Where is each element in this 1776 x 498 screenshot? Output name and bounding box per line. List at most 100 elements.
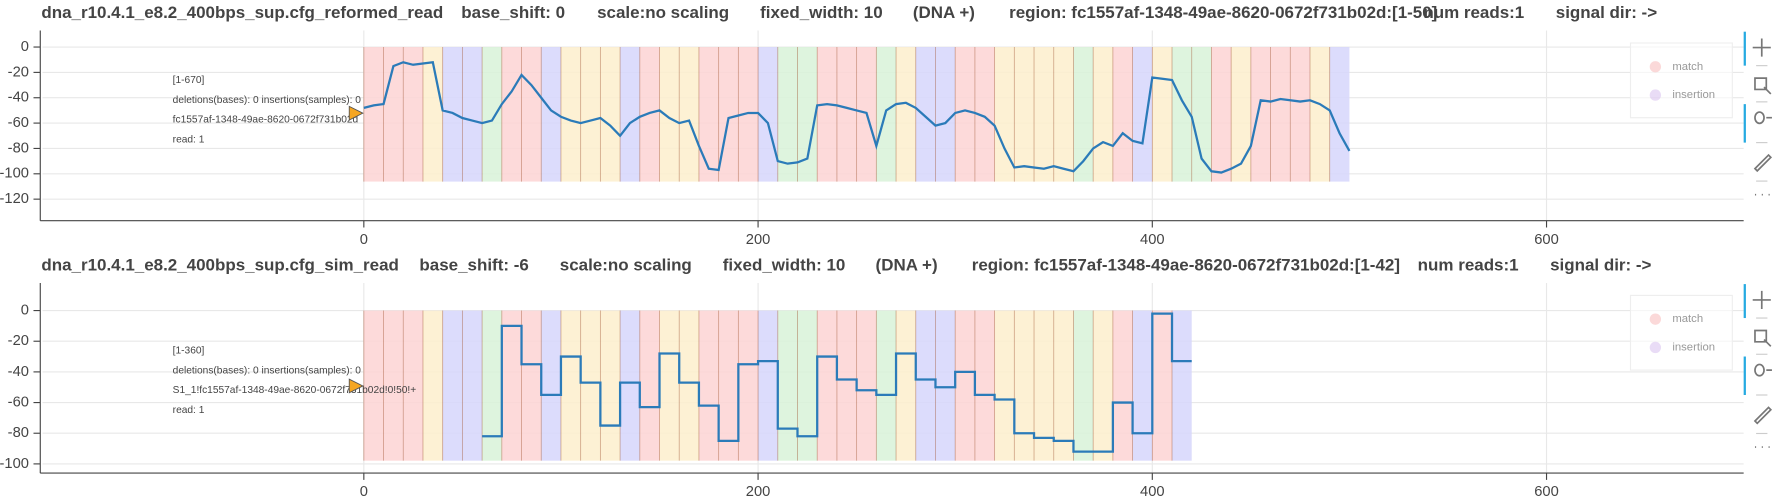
base-band	[1093, 47, 1113, 182]
base-band	[974, 310, 995, 461]
header-item: num reads:1	[1423, 3, 1524, 22]
base-band	[600, 310, 621, 461]
base-band	[1250, 47, 1271, 182]
header-item: base_shift: 0	[461, 3, 565, 22]
read-annotation: S1_1!fc1557af-1348-49ae-8620-0672f731b02…	[173, 385, 417, 396]
header-item: dna_r10.4.1_e8.2_400bps_sup.cfg_sim_read	[41, 255, 399, 274]
base-band	[659, 310, 680, 461]
base-band	[600, 47, 621, 182]
base-band	[738, 47, 759, 182]
lasso-tool[interactable]	[1753, 153, 1773, 173]
plot: dna_r10.4.1_e8.2_400bps_sup.cfg_sim_read…	[0, 255, 1773, 498]
base-band	[718, 47, 739, 182]
base-band	[403, 310, 423, 461]
pan-tool[interactable]	[1752, 290, 1771, 309]
pan-tool[interactable]	[1752, 38, 1771, 57]
box-zoom-tool[interactable]	[1754, 77, 1772, 95]
lasso-tool[interactable]	[1753, 406, 1773, 425]
base-band	[422, 47, 443, 182]
base-band	[1112, 310, 1133, 461]
base-band	[797, 47, 818, 182]
base-band	[1309, 47, 1330, 182]
base-band	[1211, 47, 1232, 182]
legend-label: insertion	[1672, 89, 1715, 101]
base-band	[403, 47, 423, 182]
base-band	[994, 310, 1015, 461]
base-band	[541, 310, 561, 461]
base-band	[679, 47, 699, 182]
base-band	[935, 310, 956, 461]
base-band	[817, 310, 837, 461]
header-item: scale:no scaling	[597, 3, 729, 22]
wheel-zoom-tool[interactable]	[1754, 111, 1772, 125]
read-annotation: deletions(bases): 0 insertions(samples):…	[173, 95, 362, 106]
base-band	[935, 47, 956, 182]
read-annotation: deletions(bases): 0 insertions(samples):…	[173, 365, 362, 376]
header-item: base_shift: -6	[419, 255, 528, 274]
read-annotation: [1-670]	[173, 75, 205, 86]
base-band	[856, 310, 877, 461]
base-band	[1191, 47, 1212, 182]
base-band	[462, 47, 483, 182]
base-band	[915, 310, 936, 461]
y-tick-label: 0	[21, 39, 29, 55]
y-tick-label: -20	[8, 64, 29, 80]
base-band	[915, 47, 936, 182]
base-band	[758, 310, 778, 461]
box-zoom-tool[interactable]	[1754, 329, 1772, 347]
y-tick-label: 0	[21, 302, 29, 318]
read-marker	[348, 105, 364, 121]
base-band	[1053, 47, 1074, 182]
wheel-zoom-tool[interactable]	[1754, 363, 1772, 377]
base-band	[1073, 47, 1094, 182]
base-band	[1329, 47, 1350, 182]
legend-box	[1629, 294, 1733, 371]
base-band	[639, 310, 660, 461]
base-band	[620, 47, 640, 182]
base-band	[876, 310, 897, 461]
base-band	[1093, 310, 1113, 461]
header-item: fixed_width: 10	[723, 255, 846, 274]
header-item: num reads:1	[1418, 255, 1519, 274]
base-band	[777, 47, 798, 182]
base-band	[482, 310, 502, 461]
signal-line	[482, 312, 1192, 453]
base-band	[698, 47, 719, 182]
base-band	[1172, 47, 1192, 182]
legend-label: insertion	[1672, 341, 1715, 353]
header-item: region: fc1557af-1348-49ae-8620-0672f731…	[1009, 3, 1437, 22]
base-band	[442, 47, 463, 182]
base-band	[1152, 47, 1173, 182]
base-band	[620, 310, 640, 461]
base-band	[521, 310, 542, 461]
base-band	[560, 310, 581, 461]
base-band	[817, 47, 837, 182]
legend-swatch	[1649, 313, 1662, 325]
y-tick-label: -40	[8, 364, 29, 380]
signal-line	[363, 60, 1351, 174]
read-marker	[348, 378, 364, 394]
plot: dna_r10.4.1_e8.2_400bps_sup.cfg_reformed…	[0, 3, 1773, 248]
base-band	[758, 47, 778, 182]
header-item: region: fc1557af-1348-49ae-8620-0672f731…	[972, 255, 1400, 274]
y-tick-label: -100	[0, 456, 29, 472]
base-band	[580, 47, 601, 182]
base-band	[1073, 310, 1094, 461]
base-band	[1290, 47, 1310, 182]
base-band	[718, 310, 739, 461]
base-band	[896, 310, 916, 461]
legend-box	[1629, 42, 1733, 119]
x-tick-label: 200	[746, 484, 771, 498]
base-band	[836, 310, 857, 461]
base-band	[1112, 47, 1133, 182]
x-tick-label: 600	[1534, 484, 1559, 498]
base-band	[422, 310, 443, 461]
header-item: (DNA +)	[913, 3, 975, 22]
y-tick-label: -20	[8, 333, 29, 349]
base-band	[659, 47, 680, 182]
base-band	[442, 310, 463, 461]
legend-label: match	[1672, 313, 1703, 325]
read-annotation: fc1557af-1348-49ae-8620-0672f731b02d	[173, 115, 359, 126]
base-band	[501, 47, 522, 182]
base-band	[521, 47, 542, 182]
